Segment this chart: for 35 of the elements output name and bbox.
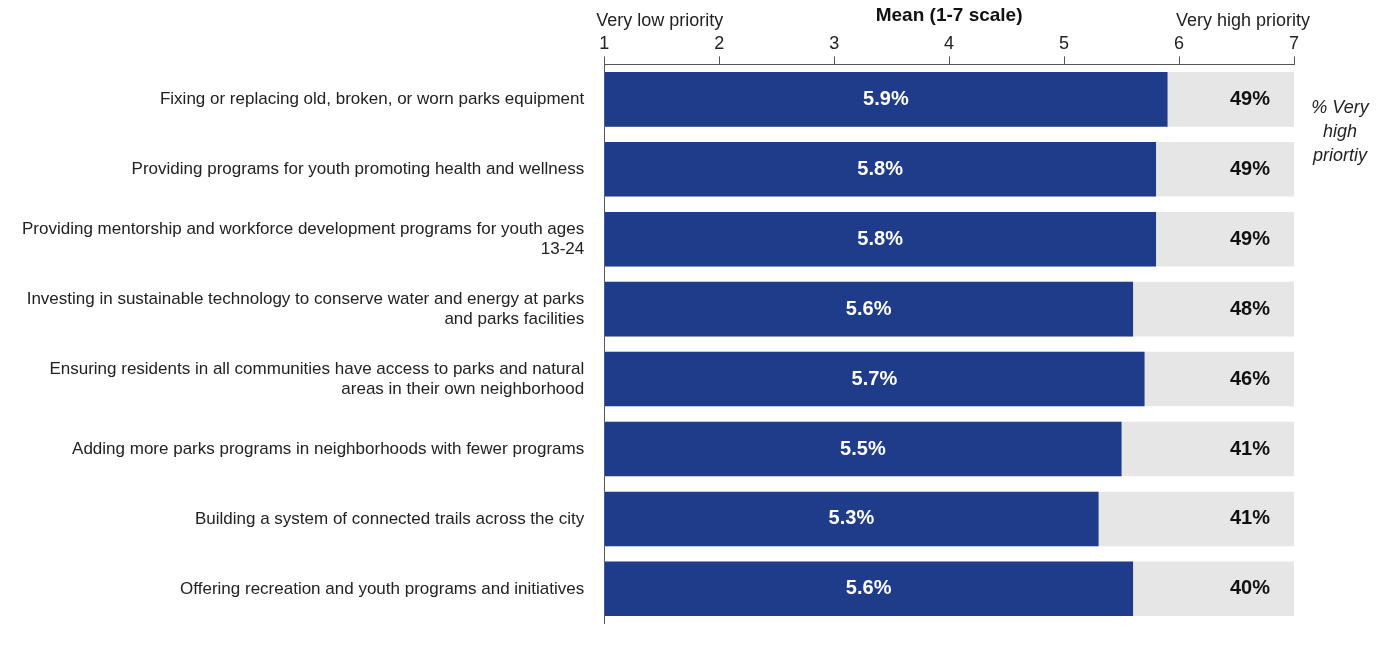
text: Very low priority: [596, 9, 724, 30]
y-tick-label: Ensuring residents in all communities have access to parks and natural areas in their own neighborhood: [49, 358, 585, 398]
y-tick-label: Building a system of connected trails across the city: [194, 508, 585, 528]
data-label: 5.7%: [851, 366, 898, 389]
data-label: 5.5%: [840, 436, 886, 459]
y-tick-label: Fixing or replacing old, broken, or worn parks equipment: [159, 89, 585, 109]
y-tick-label: Offering recreation and youth programs and initiatives: [180, 578, 585, 598]
data-label: 5.6%: [845, 576, 892, 599]
annotation: 48%: [1229, 296, 1271, 319]
y-tick-label: Providing programs for youth promoting health and wellness: [131, 158, 585, 178]
x-tick-label: 5: [1059, 32, 1070, 53]
y-tick-label: Providing mentorship and workforce development programs for youth ages 13-24: [21, 218, 585, 259]
data-label: 5.3%: [828, 506, 875, 529]
data-label: 5.6%: [845, 296, 892, 319]
annotation: 41%: [1229, 436, 1271, 459]
x-tick-label: 4: [944, 32, 955, 53]
x-tick-label: 3: [829, 32, 840, 53]
x-tick-label: 6: [1174, 32, 1185, 53]
annotation: 46%: [1229, 366, 1271, 389]
text: % Very high priortiy: [1311, 97, 1370, 165]
annotation: 49%: [1229, 86, 1271, 109]
data-label: 5.8%: [857, 156, 904, 179]
x-axis-title: Mean (1-7 scale): [875, 3, 1023, 25]
y-tick-label: Investing in sustainable technology to conserve water and energy at parks and parks facilities: [26, 288, 585, 329]
annotation: 49%: [1229, 226, 1271, 249]
y-tick-label: Adding more parks programs in neighborhoods with fewer programs: [72, 438, 585, 458]
x-tick-label: 1: [599, 32, 610, 53]
annotation: 41%: [1229, 506, 1271, 529]
text: Very high priority: [1175, 9, 1310, 30]
data-label: 5.9%: [863, 86, 909, 109]
data-label: 5.8%: [857, 226, 904, 249]
x-tick-label: 7: [1288, 32, 1300, 53]
annotation: 49%: [1229, 156, 1271, 179]
annotation: 40%: [1229, 576, 1271, 599]
x-tick-label: 2: [714, 32, 725, 53]
